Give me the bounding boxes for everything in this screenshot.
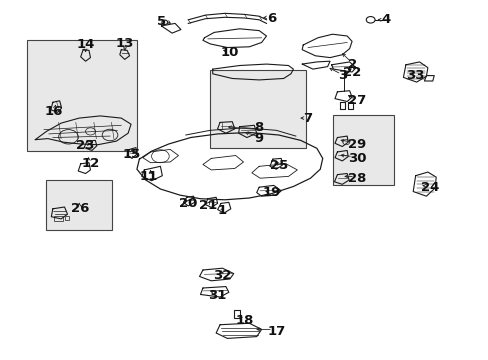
Text: 31: 31 [208,289,226,302]
Text: 24: 24 [420,181,439,194]
Bar [46,180,112,230]
Text: 19: 19 [262,186,280,199]
Bar [64,216,69,220]
Text: 25: 25 [269,159,287,172]
Text: 9: 9 [254,132,263,145]
Text: 6: 6 [266,12,275,24]
Text: 33: 33 [406,69,424,82]
Text: 28: 28 [347,172,366,185]
Text: 1: 1 [218,204,226,217]
Text: 15: 15 [122,148,141,161]
Text: 21: 21 [198,199,217,212]
Text: 14: 14 [76,39,95,51]
Bar [27,40,137,151]
Text: 4: 4 [381,13,390,26]
Bar [332,115,393,185]
Bar [54,216,62,221]
Text: 20: 20 [179,197,197,210]
Text: 32: 32 [213,269,231,282]
Text: 27: 27 [347,94,366,107]
Text: 30: 30 [347,152,366,165]
Text: 23: 23 [76,139,95,152]
Text: 11: 11 [140,170,158,183]
Text: 22: 22 [342,66,361,78]
Text: 17: 17 [266,325,285,338]
Text: 12: 12 [81,157,100,170]
Text: 16: 16 [44,105,63,118]
Text: 3: 3 [337,69,346,82]
Text: 7: 7 [303,112,312,125]
Text: 13: 13 [115,37,134,50]
Text: 5: 5 [157,15,165,28]
Text: 29: 29 [347,138,366,150]
Text: 26: 26 [71,202,90,215]
Text: 2: 2 [347,58,356,71]
Bar [233,310,239,318]
Bar [210,70,305,148]
Text: 18: 18 [235,314,253,327]
Text: 8: 8 [254,121,263,134]
Text: 10: 10 [220,46,239,59]
